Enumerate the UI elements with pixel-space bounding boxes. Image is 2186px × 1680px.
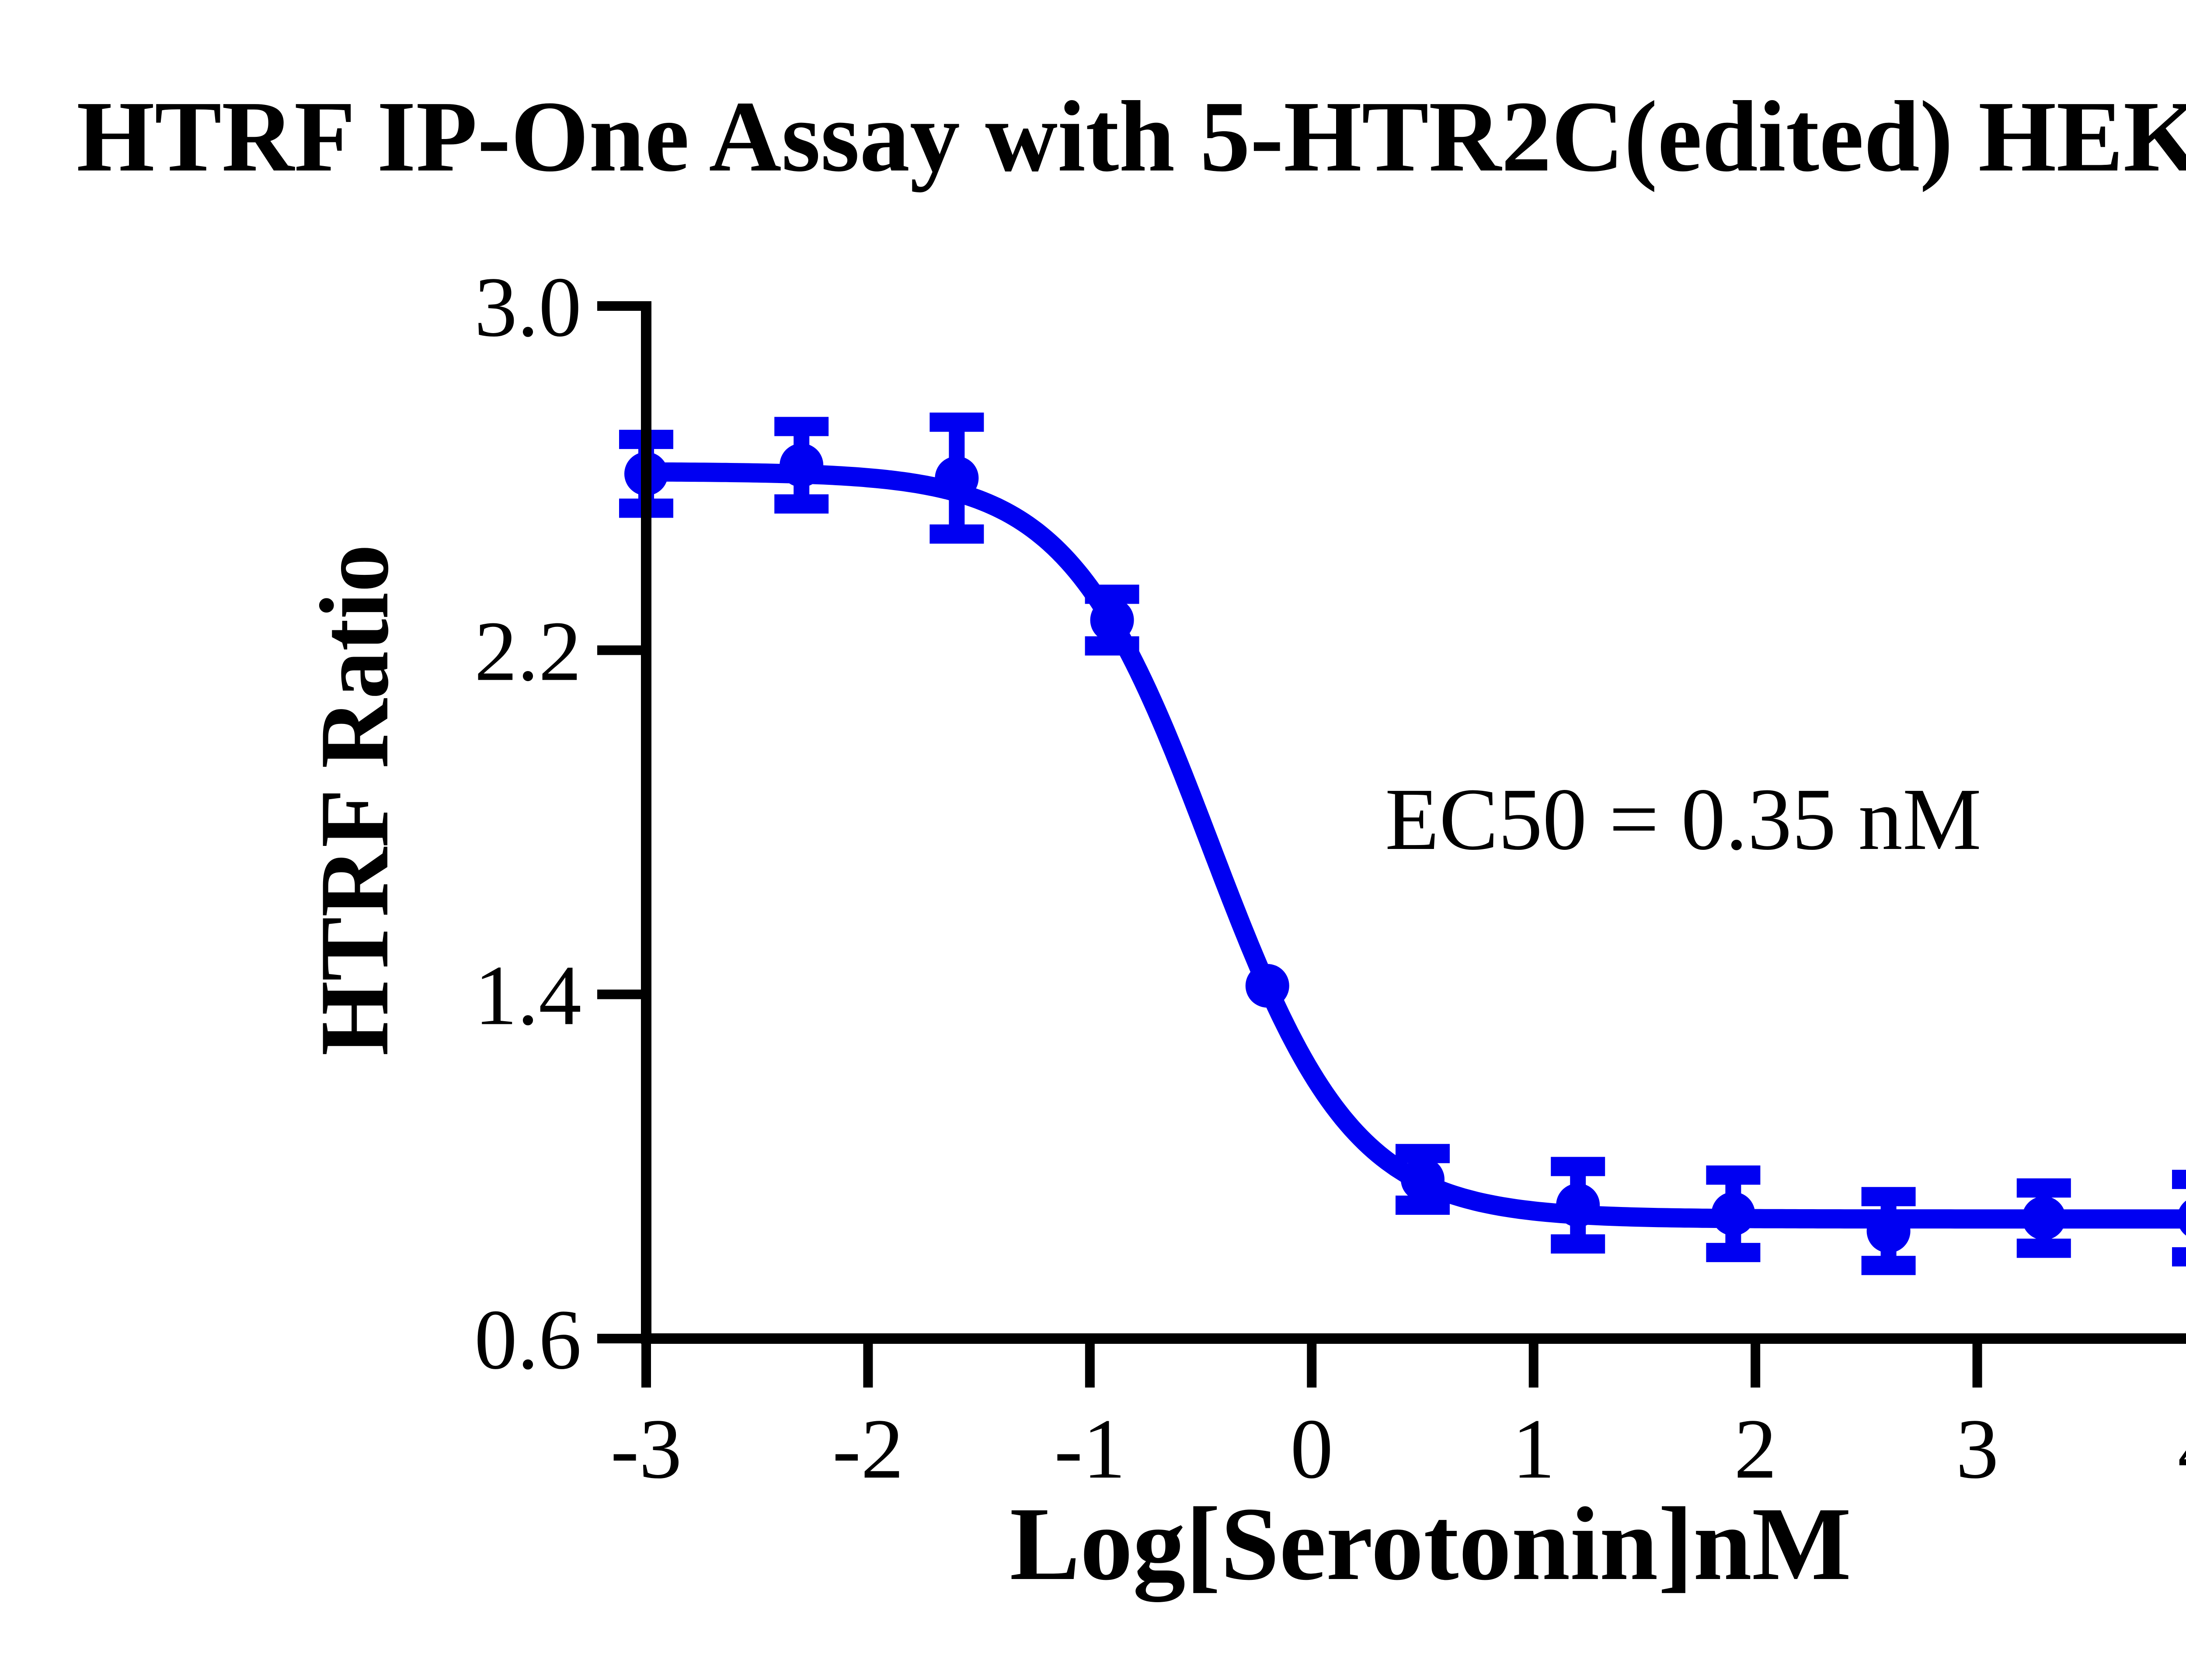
data-point-marker [1711,1192,1755,1236]
x-tick-label: 4 [2178,1402,2186,1496]
y-tick-label: 3.0 [474,260,581,355]
x-axis-title: Log[Serotonin]nM [1010,1485,1852,1602]
ec50-annotation: EC50 = 0.35 nM [1385,770,1981,868]
x-tick-label: 0 [1290,1402,1333,1496]
x-tick-label: 1 [1512,1402,1555,1496]
y-tick-label: 0.6 [474,1292,581,1387]
data-point-marker [1556,1183,1600,1227]
y-axis-title: HTRF Ratio [299,544,409,1056]
tick-labels: 0.6 1.4 2.2 3.0 -3 -2 -1 0 1 2 3 4 [474,260,2186,1496]
x-tick-label: -3 [610,1402,682,1496]
data-point-marker [2022,1196,2066,1240]
y-tick-label: 2.2 [474,604,581,699]
data-point-marker [1090,598,1134,642]
data-point-marker [1245,963,1289,1008]
chart-title: HTRF IP-One Assay with 5-HTR2C(edited) H… [77,80,2186,193]
data-point-marker [2177,1200,2186,1236]
data-point-marker [780,443,824,487]
data-point-marker [1401,1157,1445,1201]
x-tick-label: 3 [1956,1402,1999,1496]
x-tick-label: -1 [1054,1402,1125,1496]
axes [597,301,2186,1388]
x-tick-label: 2 [1734,1402,1777,1496]
x-tick-label: -2 [832,1402,904,1496]
y-tick-label: 1.4 [474,948,581,1043]
data-point-marker [935,456,979,500]
data-point-marker [1866,1209,1911,1253]
